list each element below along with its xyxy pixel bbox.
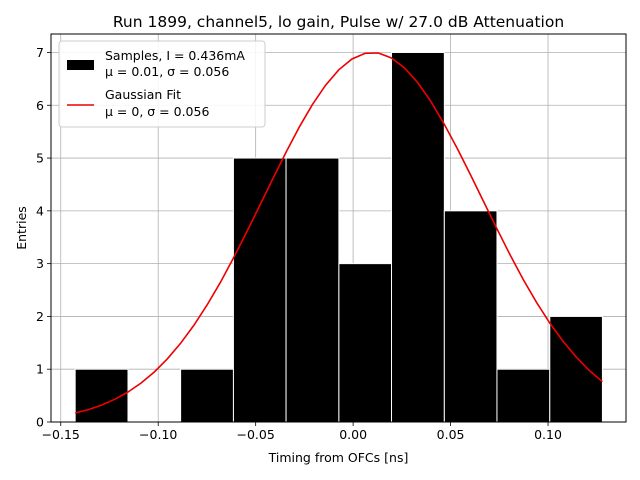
histogram-bar xyxy=(285,157,340,423)
histogram-bars xyxy=(74,51,603,423)
y-tick-label: 6 xyxy=(36,98,44,113)
histogram-bar xyxy=(549,315,603,423)
legend-samples-label: Samples, I = 0.436mA xyxy=(105,48,245,63)
y-tick-label: 7 xyxy=(36,45,44,60)
histogram-bar xyxy=(180,368,234,423)
x-tick-label: 0.00 xyxy=(339,427,367,442)
chart-title: Run 1899, channel5, lo gain, Pulse w/ 27… xyxy=(113,13,564,31)
gaussian-fit-line xyxy=(75,52,603,414)
y-tick-label: 1 xyxy=(36,362,44,377)
x-tick-label: −0.05 xyxy=(237,427,275,442)
y-tick-label: 0 xyxy=(36,415,44,430)
plot-frame xyxy=(50,33,627,423)
legend: Samples, I = 0.436mA μ = 0.01, σ = 0.056… xyxy=(58,40,266,128)
y-tick-label: 3 xyxy=(36,256,44,271)
y-axis-label: Entries xyxy=(14,206,29,250)
legend-fit-label: Gaussian Fit xyxy=(105,87,181,102)
y-tick-label: 5 xyxy=(36,151,44,166)
histogram-bar xyxy=(443,210,498,423)
x-tick-label: 0.05 xyxy=(437,427,465,442)
histogram-bar xyxy=(232,157,287,423)
legend-box xyxy=(58,40,266,128)
x-tick-label: −0.15 xyxy=(42,427,80,442)
x-axis-label: Timing from OFCs [ns] xyxy=(268,450,409,465)
y-tick-label: 4 xyxy=(36,203,44,218)
histogram-bar xyxy=(496,368,551,423)
x-tick-label: 0.10 xyxy=(534,427,562,442)
histogram-bar xyxy=(391,51,445,423)
y-tick-label: 2 xyxy=(36,309,44,324)
x-axis-ticks: −0.15 −0.10 −0.05 0.00 0.05 0.10 xyxy=(42,422,562,442)
histogram-bar xyxy=(338,263,393,423)
legend-bar-swatch xyxy=(67,60,94,70)
histogram-bar xyxy=(74,368,129,423)
y-axis-ticks: 0 1 2 3 4 5 6 7 xyxy=(36,45,51,430)
x-tick-label: −0.10 xyxy=(139,427,177,442)
legend-samples-params: μ = 0.01, σ = 0.056 xyxy=(105,64,229,79)
legend-fit-params: μ = 0, σ = 0.056 xyxy=(105,104,209,119)
